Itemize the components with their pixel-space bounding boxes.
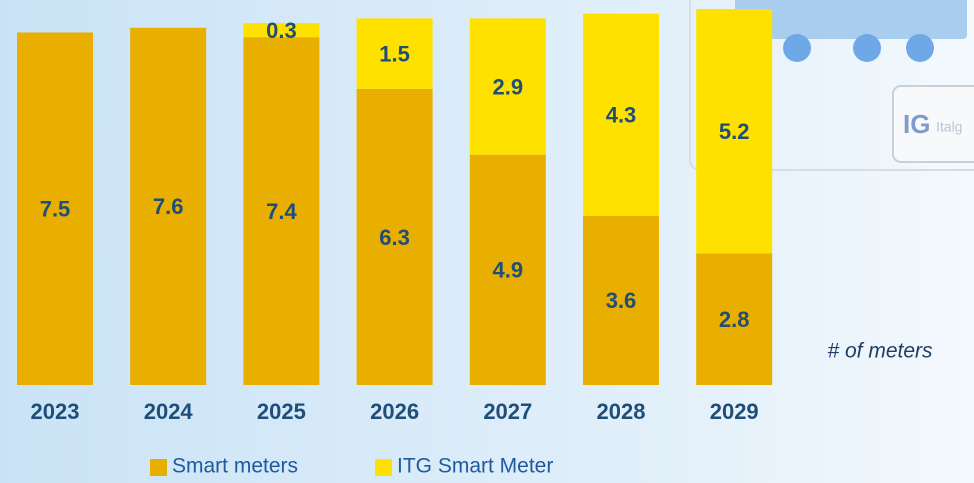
- bar-segment: [243, 23, 320, 38]
- bar-segment: [583, 13, 659, 216]
- x-tick-label: 2025: [257, 399, 306, 424]
- bar-segment: [243, 37, 320, 385]
- bar-segment: [696, 253, 773, 385]
- value-label: 4.9: [493, 258, 524, 283]
- value-label: 6.3: [379, 225, 410, 250]
- value-label: 7.6: [153, 194, 184, 219]
- bar-segment: [356, 88, 433, 386]
- bar-segment: [356, 18, 433, 89]
- legend-swatch: [375, 459, 392, 476]
- legend-label: ITG Smart Meter: [397, 455, 553, 478]
- bar-segment: [696, 9, 773, 254]
- value-label: 0.3: [266, 18, 297, 43]
- x-tick-label: 2027: [483, 399, 532, 424]
- x-tick-label: 2023: [31, 399, 80, 424]
- x-tick-label: 2026: [370, 399, 419, 424]
- value-label: 2.9: [493, 74, 524, 99]
- bar-segment: [469, 18, 546, 155]
- bar-segment: [130, 27, 207, 386]
- value-label: 4.3: [606, 103, 637, 128]
- bar-segment: [583, 215, 659, 385]
- value-label: 5.2: [719, 119, 750, 144]
- annotation: # of meters: [827, 340, 933, 363]
- bar-segment: [469, 154, 546, 385]
- value-label: 3.6: [606, 288, 637, 313]
- svg-text:IG: IG: [903, 109, 930, 139]
- value-label: 2.8: [719, 307, 750, 332]
- x-tick-label: 2024: [144, 399, 194, 424]
- svg-text:Italg: Italg: [936, 119, 962, 135]
- value-label: 7.4: [266, 199, 297, 224]
- value-label: 7.5: [40, 197, 71, 222]
- legend-swatch: [150, 459, 167, 476]
- legend-label: Smart meters: [172, 455, 298, 478]
- value-label: 1.5: [379, 41, 410, 66]
- bar-segment: [17, 32, 93, 385]
- x-tick-label: 2029: [710, 399, 759, 424]
- x-tick-label: 2028: [597, 399, 646, 424]
- meter-illustration: IG Italg: [689, 0, 974, 171]
